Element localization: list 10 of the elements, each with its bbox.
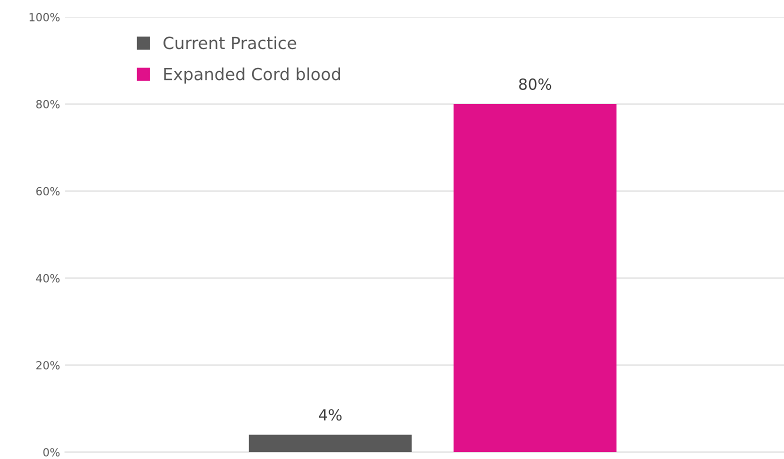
y-tick-label: 0% (43, 448, 60, 456)
y-tick-label: 40% (36, 274, 60, 282)
y-tick-label: 100% (30, 12, 60, 22)
legend-label: Current Practice (164, 36, 296, 50)
data-label: 4% (318, 409, 342, 421)
y-tick-label: 20% (36, 361, 60, 370)
y-tick-label: 60% (36, 187, 60, 196)
legend-label: Expanded Cord blood (164, 67, 340, 84)
data-label: 80% (519, 78, 552, 90)
y-tick-label: 80% (36, 100, 60, 108)
